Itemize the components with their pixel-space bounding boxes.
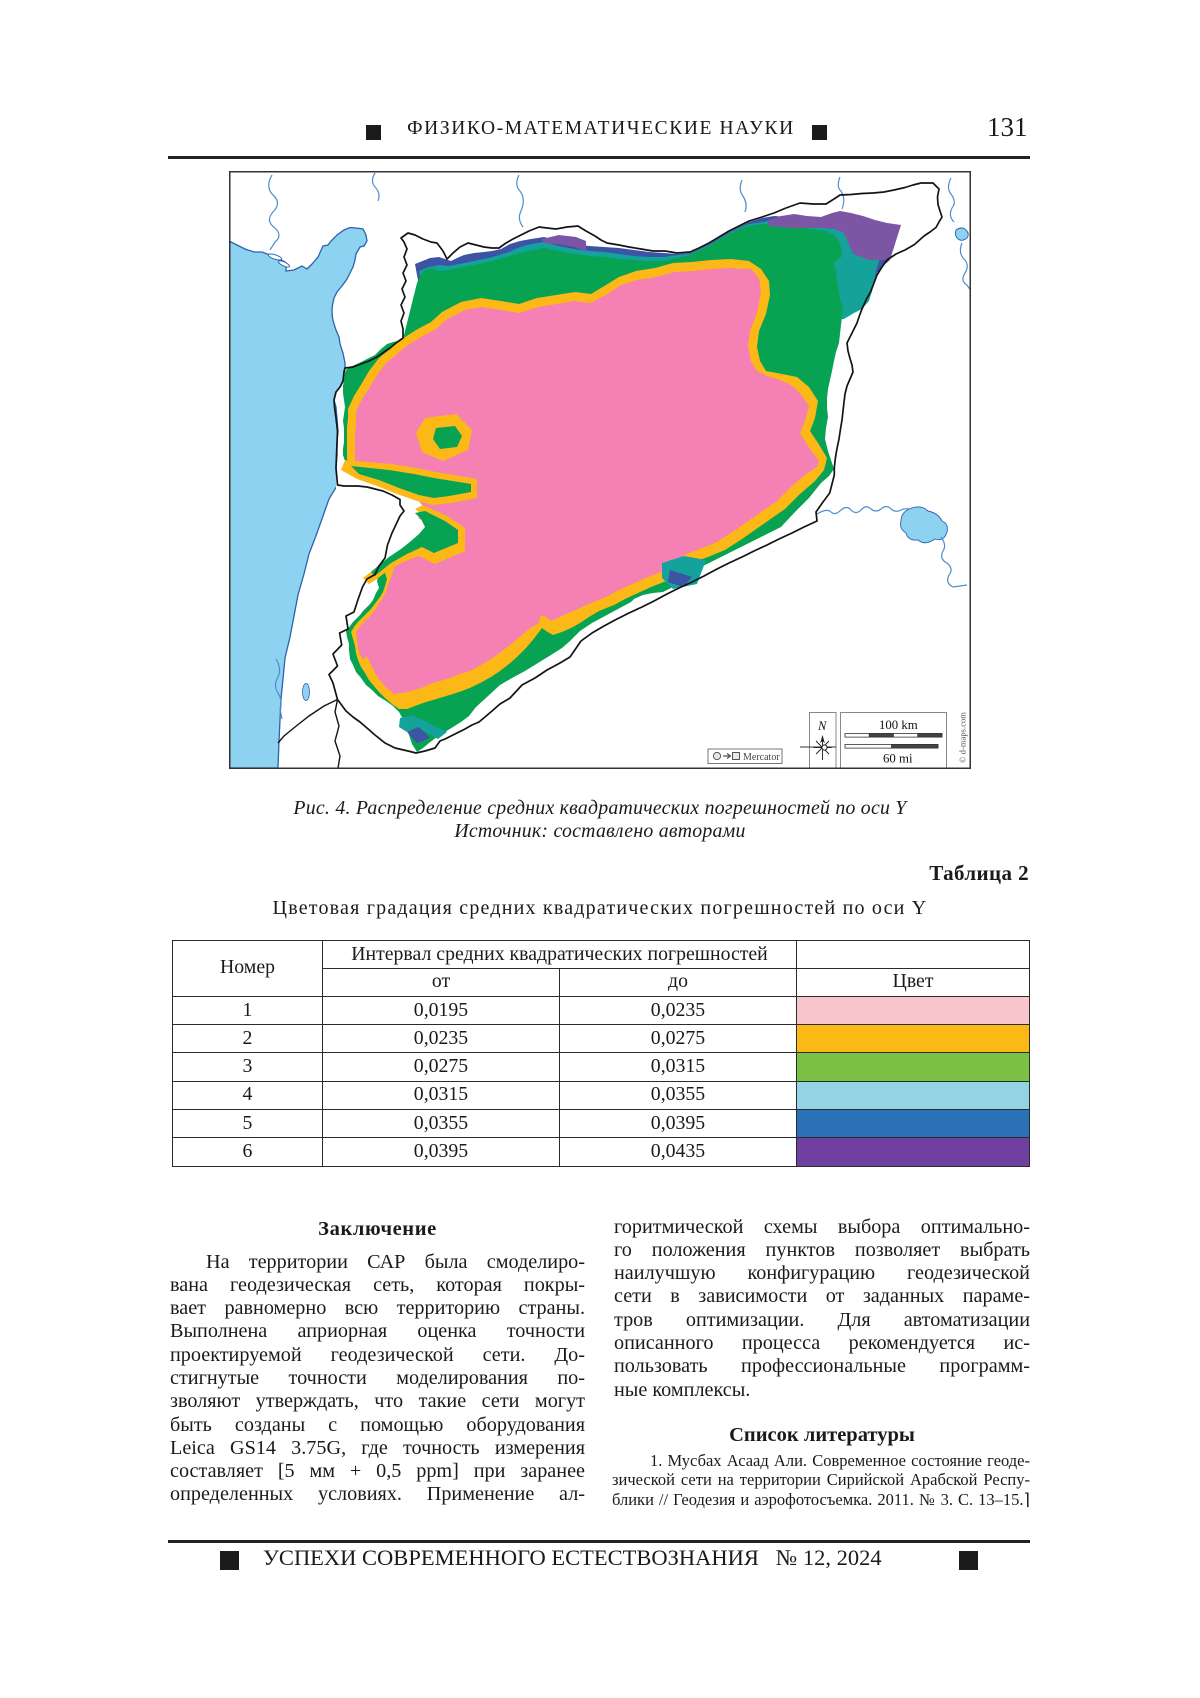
svg-text:© d-maps.com: © d-maps.com [958, 712, 968, 763]
svg-text:60 mi: 60 mi [883, 752, 913, 766]
svg-text:100 km: 100 km [879, 718, 918, 732]
svg-text:N: N [817, 719, 827, 733]
svg-text:Mercator: Mercator [743, 752, 780, 763]
